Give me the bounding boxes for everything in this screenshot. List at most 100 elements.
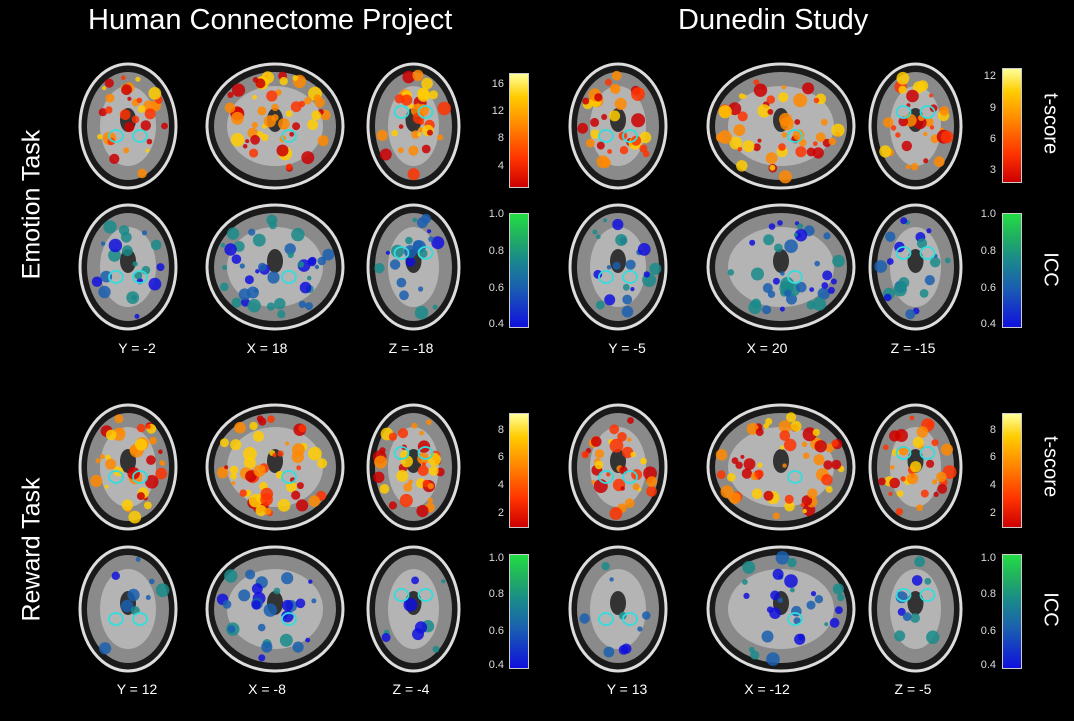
roi-outline: [598, 270, 614, 284]
roi-outline: [919, 446, 936, 460]
activation-blob: [929, 125, 935, 130]
activation-blob: [716, 470, 726, 480]
activation-blob: [746, 422, 759, 435]
activation-blob: [277, 450, 284, 457]
activation-blob: [778, 143, 786, 151]
brain-slice-axial: [366, 545, 461, 673]
activation-blob: [278, 118, 290, 130]
activation-blob: [784, 239, 798, 253]
roi-outline: [108, 470, 124, 484]
activation-blob: [306, 275, 312, 281]
activation-blob: [411, 576, 419, 585]
activation-blob: [248, 228, 256, 236]
activation-blob: [740, 454, 745, 459]
brain-slice-sagittal: [706, 62, 856, 190]
activation-blob: [611, 70, 622, 81]
activation-blob: [757, 462, 763, 468]
activation-blob: [255, 505, 267, 517]
activation-blob: [432, 645, 440, 653]
activation-blob: [933, 491, 939, 497]
activation-blob: [127, 96, 132, 101]
activation-blob: [273, 587, 281, 595]
activation-blob: [801, 495, 813, 506]
activation-blob: [916, 504, 923, 512]
activation-blob: [118, 225, 130, 236]
activation-blob: [898, 85, 907, 94]
activation-blob: [778, 92, 789, 103]
activation-blob: [267, 271, 280, 284]
roi-outline: [393, 588, 410, 602]
activation-blob: [831, 459, 842, 470]
tick-label: 16: [491, 78, 504, 90]
activation-blob: [417, 132, 422, 137]
activation-blob: [398, 124, 404, 129]
roi-outline: [417, 246, 434, 260]
activation-blob: [902, 612, 912, 622]
activation-blob: [916, 238, 928, 249]
activation-blob: [269, 221, 277, 230]
activation-blob: [102, 86, 107, 91]
coord-label: Z = -15: [890, 340, 936, 356]
activation-blob: [594, 449, 605, 459]
activation-blob: [642, 611, 651, 620]
tick-label: 8: [497, 132, 504, 144]
activation-blob: [148, 87, 162, 100]
activation-blob: [150, 239, 162, 251]
activation-blob: [929, 93, 934, 98]
activation-blob: [231, 481, 236, 486]
activation-blob: [421, 144, 431, 154]
activation-blob: [292, 641, 304, 653]
roi-outline: [108, 612, 124, 626]
activation-blob: [246, 286, 259, 299]
activation-blob: [291, 490, 301, 500]
activation-blob: [751, 488, 763, 500]
activation-blob: [733, 124, 746, 136]
activation-blob: [630, 287, 635, 292]
activation-blob: [631, 113, 646, 128]
activation-blob: [404, 245, 417, 259]
activation-blob: [933, 156, 945, 168]
activation-blob: [837, 593, 845, 602]
activation-blob: [264, 507, 272, 515]
colorbar-heat: [1002, 68, 1022, 183]
activation-blob: [441, 579, 446, 584]
activation-blob: [119, 109, 131, 120]
activation-blob: [606, 265, 612, 270]
activation-blob: [411, 422, 418, 429]
activation-blob: [577, 122, 589, 134]
activation-blob: [427, 129, 433, 136]
activation-blob: [830, 278, 837, 285]
activation-blob: [238, 589, 251, 602]
activation-blob: [741, 468, 753, 479]
activation-blob: [251, 583, 263, 595]
coord-label: X = -12: [744, 681, 790, 697]
activation-blob: [428, 466, 439, 476]
coord-label: X = -8: [248, 681, 286, 697]
activation-blob: [772, 512, 780, 520]
activation-blob: [802, 82, 815, 95]
activation-blob: [640, 457, 647, 465]
activation-blob: [802, 508, 807, 514]
activation-blob: [322, 248, 335, 261]
activation-blob: [778, 420, 792, 433]
activation-blob: [126, 291, 140, 304]
brain-slice-coronal: [568, 403, 668, 531]
roi-outline: [132, 612, 148, 626]
activation-blob: [263, 115, 276, 128]
activation-blob: [901, 140, 912, 152]
activation-blob: [806, 600, 816, 610]
activation-blob: [763, 234, 775, 246]
activation-blob: [290, 101, 302, 113]
activation-blob: [296, 499, 309, 512]
activation-blob: [603, 218, 608, 223]
activation-blob: [98, 108, 107, 117]
activation-blob: [581, 450, 589, 459]
roi-outline: [919, 246, 936, 260]
tick-label: 8: [989, 424, 996, 436]
activation-blob: [231, 111, 244, 125]
activation-blob: [253, 464, 266, 477]
activation-blob: [813, 97, 820, 104]
activation-blob: [224, 243, 237, 256]
activation-blob: [389, 259, 401, 270]
activation-blob: [814, 260, 820, 267]
